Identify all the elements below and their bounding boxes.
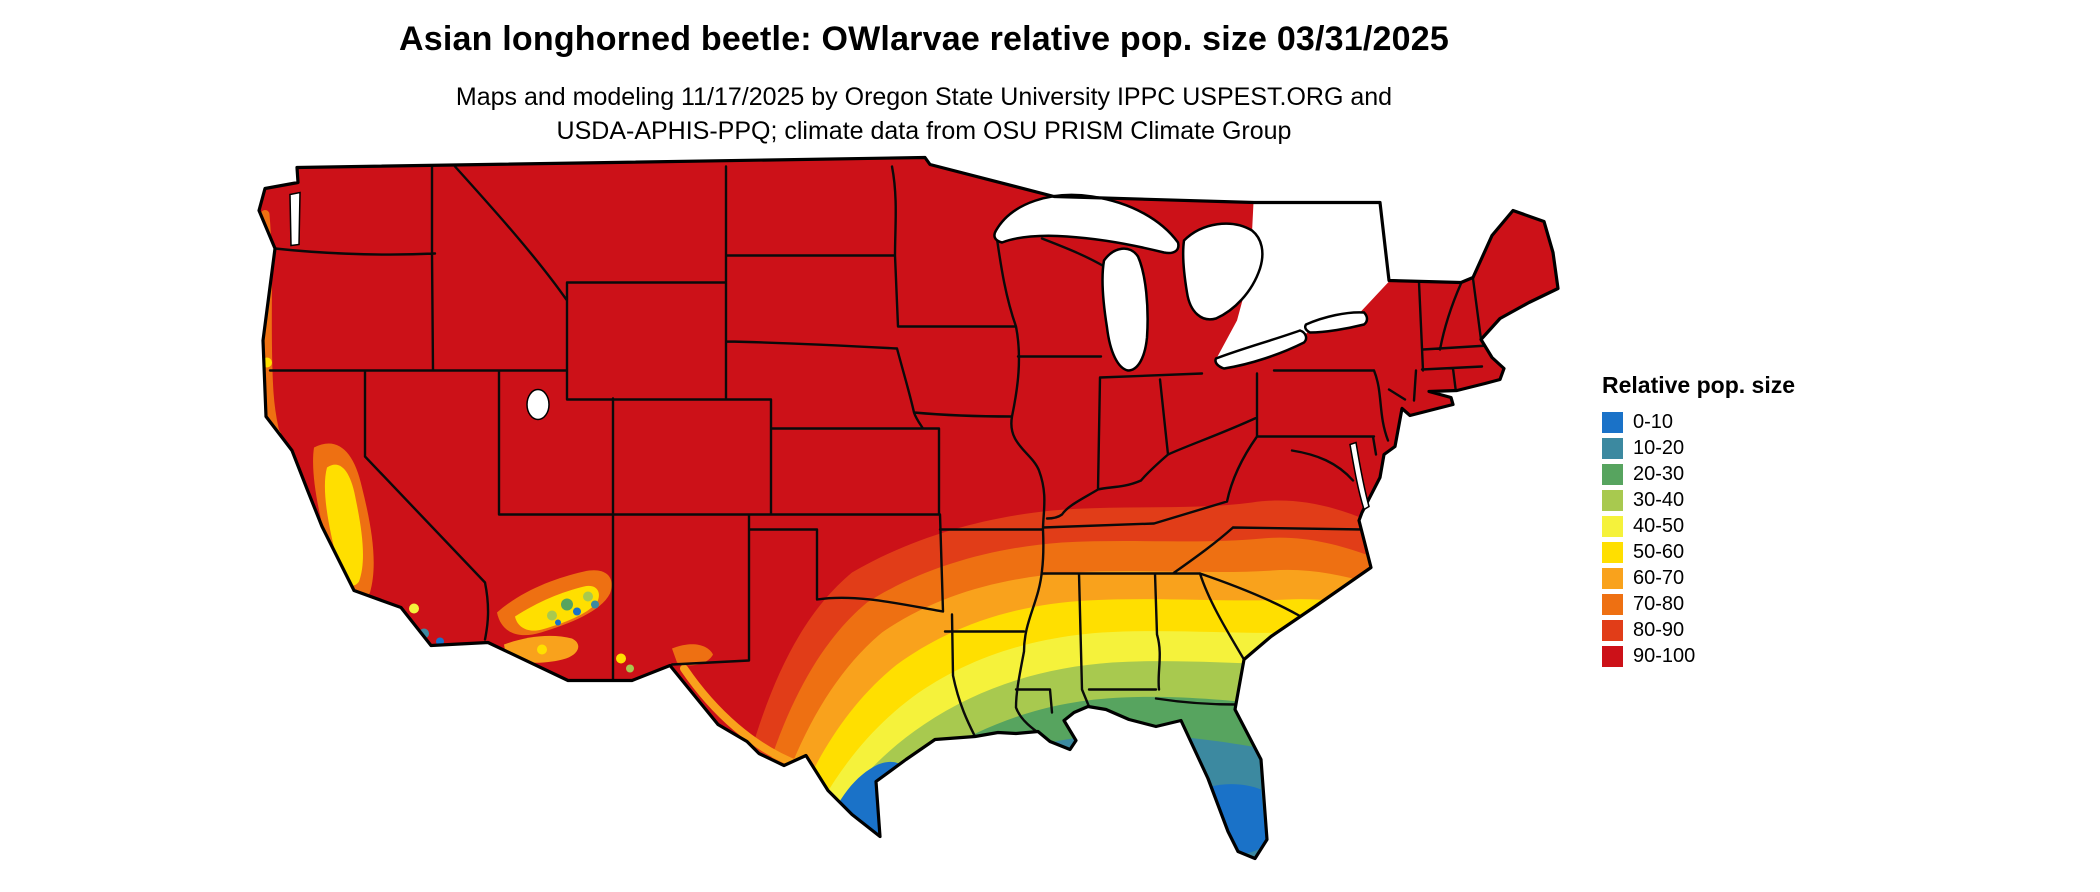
legend: Relative pop. size 0-10 10-20 20-30 30-4… — [1602, 372, 1795, 669]
patch-nm-speck — [626, 664, 634, 673]
legend-label: 10-20 — [1633, 436, 1685, 459]
legend-label: 90-100 — [1633, 644, 1696, 667]
lake-michigan — [1101, 247, 1149, 372]
legend-swatch-50-60 — [1602, 541, 1623, 563]
state-borders — [268, 165, 1490, 745]
patch-california-valley-core — [324, 464, 363, 586]
legend-item: 40-50 — [1602, 513, 1795, 539]
patch-az-speck — [583, 591, 593, 602]
legend-item: 60-70 — [1602, 565, 1795, 591]
patch-ca-speck — [318, 579, 328, 590]
patch-az-speck — [591, 600, 599, 609]
canada-ontario-wedge — [1217, 192, 1392, 365]
legend-label: 20-30 — [1633, 462, 1685, 485]
patch-socal-speck — [409, 603, 419, 614]
legend-label: 70-80 — [1633, 592, 1685, 615]
legend-item: 80-90 — [1602, 617, 1795, 643]
legend-title: Relative pop. size — [1602, 372, 1796, 398]
patch-arizona-yellow — [515, 585, 599, 631]
legend-item: 70-80 — [1602, 591, 1795, 617]
legend-swatch-60-70 — [1602, 567, 1623, 589]
legend-swatch-90-100 — [1602, 645, 1623, 667]
page-subtitle: Maps and modeling 11/17/2025 by Oregon S… — [0, 80, 1848, 148]
legend-label: 30-40 — [1633, 488, 1685, 511]
us-map — [252, 150, 1562, 880]
legend-item: 30-40 — [1602, 487, 1795, 513]
page-title: Asian longhorned beetle: OWlarvae relati… — [399, 20, 1449, 58]
legend-label: 0-10 — [1633, 410, 1674, 433]
great-lakes — [993, 193, 1369, 372]
lake-erie — [1214, 329, 1308, 370]
legend-swatch-0-10 — [1602, 411, 1623, 433]
legend-swatch-80-90 — [1602, 619, 1623, 641]
legend-label: 50-60 — [1633, 540, 1685, 563]
patch-el-paso — [672, 644, 713, 666]
patch-az-speck — [561, 598, 573, 611]
legend-item: 50-60 — [1602, 539, 1795, 565]
lake-huron — [1181, 222, 1264, 321]
patch-az-speck — [555, 619, 561, 626]
water-details — [289, 191, 1370, 511]
lake-ontario — [1303, 311, 1369, 334]
patch-ca-speck — [301, 538, 313, 551]
puget-sound — [289, 191, 301, 247]
legend-swatch-40-50 — [1602, 515, 1623, 537]
patch-az-speck — [537, 644, 547, 655]
patch-az-speck — [573, 607, 581, 616]
legend-swatch-10-20 — [1602, 437, 1623, 459]
patch-ca-speck — [343, 603, 353, 614]
legend-item: 10-20 — [1602, 435, 1795, 461]
legend-item: 20-30 — [1602, 461, 1795, 487]
patch-nm-speck — [616, 653, 626, 664]
patch-az-speck — [547, 610, 557, 621]
great-salt-lake — [526, 388, 550, 421]
legend-swatch-20-30 — [1602, 463, 1623, 485]
patch-socal-speck — [396, 616, 408, 629]
legend-item: 90-100 — [1602, 643, 1795, 669]
legend-label: 60-70 — [1633, 566, 1685, 589]
subtitle-line-2: USDA-APHIS-PPQ; climate data from OSU PR… — [556, 117, 1292, 145]
subtitle-line-1: Maps and modeling 11/17/2025 by Oregon S… — [455, 83, 1393, 111]
legend-swatch-30-40 — [1602, 489, 1623, 511]
legend-item: 0-10 — [1602, 409, 1795, 435]
legend-label: 80-90 — [1633, 618, 1685, 641]
us-map-svg — [257, 155, 1560, 861]
patch-rio-grande — [680, 664, 804, 770]
chesapeake-bay — [1349, 441, 1370, 511]
legend-swatch-70-80 — [1602, 593, 1623, 615]
legend-label: 40-50 — [1633, 514, 1685, 537]
